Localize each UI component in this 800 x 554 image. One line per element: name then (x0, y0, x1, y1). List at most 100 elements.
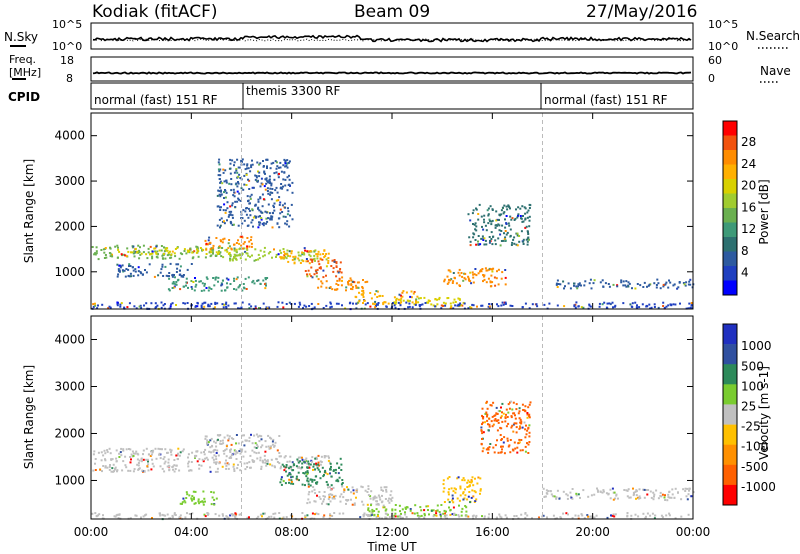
velocity-cell (230, 513, 233, 516)
power-cell (262, 222, 265, 225)
power-cell (246, 245, 249, 248)
power-cell (176, 279, 179, 282)
velocity-cell (515, 408, 518, 411)
power-cell (147, 247, 150, 250)
velocity-cell (115, 514, 118, 517)
power-cell (266, 167, 268, 169)
velocity-cell (527, 406, 530, 409)
velocity-cell (661, 493, 664, 496)
velocity-cell (268, 447, 271, 450)
velocity-cell (125, 448, 128, 451)
velocity-cell (490, 404, 493, 407)
velocity-cell (239, 461, 242, 463)
cpid-segment-1: normal (fast) 151 RF (94, 93, 218, 107)
power-cell (119, 266, 122, 269)
power-cell (196, 248, 198, 251)
power-cell (636, 304, 638, 307)
power-cell (214, 276, 217, 279)
velocity-cell (375, 508, 378, 511)
power-cell (345, 286, 348, 289)
velocity-cell (487, 423, 489, 426)
power-cell (283, 202, 286, 205)
power-cell (174, 255, 177, 258)
power-cell (276, 191, 279, 194)
power-cell (268, 175, 271, 178)
power-cell (313, 273, 316, 276)
power-cell (601, 303, 604, 306)
power-cell (191, 287, 194, 290)
velocity-cell (306, 479, 309, 482)
velocity-cell (510, 426, 513, 429)
power-colorbar-segment (723, 164, 737, 180)
power-cell (158, 249, 161, 252)
power-cell (272, 204, 275, 207)
power-cell (259, 197, 262, 200)
power-cell (196, 305, 199, 308)
velocity-cell (507, 445, 510, 448)
power-cell (214, 301, 217, 304)
velocity-cell (388, 501, 391, 504)
velocity-cell (514, 447, 517, 450)
power-cell (259, 215, 261, 218)
velocity-cell (261, 515, 263, 518)
power-cell (382, 303, 385, 306)
power-cell (474, 228, 477, 231)
velocity-cell (203, 451, 205, 453)
power-cell (224, 209, 227, 212)
power-cell (238, 173, 241, 176)
power-cell (609, 303, 612, 306)
power-cell (217, 247, 220, 249)
power-cell (250, 305, 253, 308)
power-cell (288, 183, 290, 186)
power-cell (499, 233, 502, 236)
velocity-cell (295, 477, 298, 480)
power-cell (475, 225, 478, 228)
power-cell (252, 279, 255, 282)
power-cell (286, 166, 289, 169)
velocity-cell (328, 517, 331, 520)
power-cell (220, 282, 223, 285)
power-cell (356, 286, 359, 289)
power-cell (624, 284, 627, 287)
velocity-cell (463, 479, 466, 482)
velocity-cell (111, 467, 114, 470)
velocity-cell (244, 450, 247, 453)
velocity-cell (177, 447, 180, 450)
power-cell (449, 302, 452, 305)
power-cell (282, 248, 285, 250)
velocity-cell (499, 515, 502, 518)
velocity-cell (321, 502, 323, 505)
velocity-cell (319, 463, 322, 466)
velocity-cell (305, 475, 308, 478)
power-cell (472, 236, 475, 239)
velocity-cell (106, 450, 109, 453)
velocity-cell (325, 481, 328, 483)
velocity-cell (665, 514, 668, 517)
power-cell (235, 182, 238, 185)
power-cell (569, 287, 572, 290)
power-cell (216, 302, 219, 305)
velocity-cell (210, 503, 213, 506)
velocity-cell (323, 491, 326, 493)
velocity-cell (475, 514, 478, 517)
velocity-cell (450, 487, 453, 490)
power-cell (225, 191, 228, 194)
velocity-cell (234, 517, 237, 520)
power-cell (286, 189, 289, 192)
power-cell (232, 257, 235, 260)
power-cell (117, 268, 120, 271)
power-cell (195, 283, 198, 286)
power-y-tick-label: 3000 (54, 174, 85, 188)
velocity-cell (185, 491, 188, 494)
power-cell (251, 186, 254, 189)
velocity-cell (481, 432, 484, 435)
velocity-cell (179, 451, 182, 454)
velocity-cell (258, 434, 261, 437)
velocity-cell (171, 516, 174, 519)
power-cell (193, 289, 196, 292)
velocity-cell (127, 469, 130, 472)
velocity-cell (453, 487, 456, 490)
power-cell (220, 193, 223, 196)
velocity-data-cells (91, 316, 695, 521)
power-cell (280, 170, 283, 173)
